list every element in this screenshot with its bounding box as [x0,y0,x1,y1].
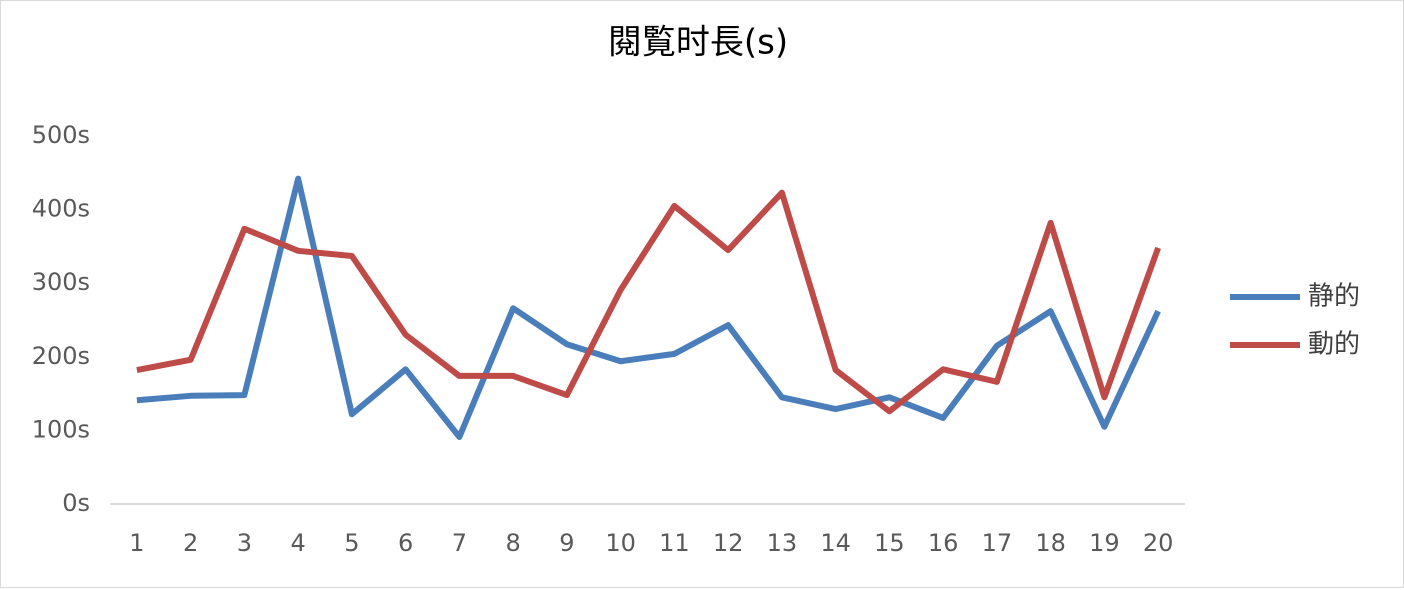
x-tick-label: 18 [1035,529,1066,557]
x-tick-label: 12 [713,529,744,557]
x-tick-label: 15 [874,529,905,557]
x-tick-label: 13 [767,529,798,557]
x-tick-label: 5 [344,529,359,557]
series-line [136,175,1161,441]
y-tick-label: 0s [62,489,90,517]
x-tick-label: 8 [505,529,520,557]
x-tick-label: 7 [452,529,467,557]
x-tick-label: 6 [398,529,413,557]
x-tick-label: 3 [237,529,252,557]
x-tick-label: 9 [559,529,574,557]
x-tick-label: 20 [1143,529,1174,557]
x-tick-label: 11 [659,529,690,557]
y-tick-label: 400s [32,195,90,223]
x-tick-label: 17 [982,529,1013,557]
x-tick-label: 16 [928,529,959,557]
legend-label: 動的 [1308,330,1360,360]
x-tick-label: 10 [605,529,636,557]
x-tick-label: 19 [1089,529,1120,557]
y-tick-label: 500s [32,121,90,149]
chart-title: 閱覧时長(s) [608,23,788,63]
y-tick-label: 200s [32,342,90,370]
x-tick-label: 4 [290,529,305,557]
y-tick-label: 100s [32,415,90,443]
y-tick-label: 300s [32,268,90,296]
legend-label: 静的 [1308,282,1360,312]
series-line [136,189,1161,415]
x-tick-label: 1 [129,529,144,557]
x-tick-label: 14 [820,529,851,557]
x-tick-label: 2 [183,529,198,557]
